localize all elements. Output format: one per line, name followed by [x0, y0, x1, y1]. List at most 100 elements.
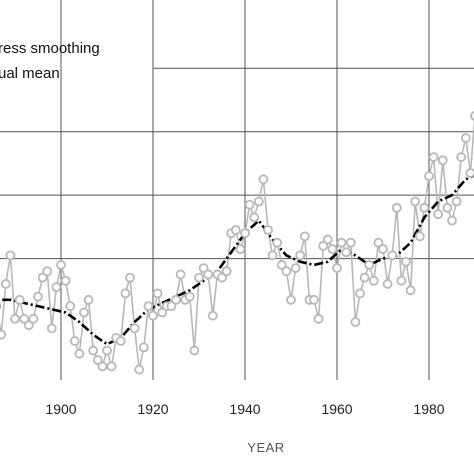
data-point — [5, 250, 16, 261]
data-point — [272, 237, 283, 248]
data-point — [207, 310, 218, 321]
x-tick-label-1940: 1940 — [229, 401, 260, 417]
data-point — [263, 225, 273, 235]
data-point — [451, 196, 462, 207]
legend-label-annual-mean: ual mean — [0, 65, 60, 82]
data-point — [290, 263, 301, 273]
data-point — [217, 272, 227, 283]
data-point — [33, 291, 43, 302]
data-point — [419, 202, 430, 213]
data-point — [345, 237, 356, 248]
data-point — [0, 329, 7, 340]
data-point — [253, 196, 264, 207]
data-point — [276, 260, 287, 270]
data-point — [148, 310, 158, 321]
data-point — [299, 231, 310, 242]
data-point — [286, 294, 296, 305]
data-point — [79, 307, 89, 318]
legend: ress smoothing ual mean — [0, 40, 100, 82]
data-point — [341, 247, 352, 258]
data-point — [129, 323, 140, 334]
data-point — [157, 307, 168, 318]
data-point — [405, 285, 416, 296]
data-point — [51, 282, 62, 293]
data-point — [258, 174, 269, 185]
data-point — [74, 348, 85, 359]
legend-label-smoothing: ress smoothing — [0, 40, 100, 57]
data-point — [23, 320, 34, 331]
data-point — [65, 301, 76, 312]
data-point — [249, 212, 260, 223]
data-point — [37, 272, 48, 283]
data-point — [83, 294, 94, 305]
data-point — [138, 342, 149, 353]
data-point — [295, 250, 306, 261]
data-point — [28, 313, 39, 324]
data-point — [189, 345, 200, 356]
data-point — [396, 275, 407, 286]
data-point — [134, 364, 145, 375]
data-point — [14, 294, 25, 305]
series-line-smoothing — [0, 174, 474, 346]
data-point — [19, 313, 30, 324]
data-point — [166, 301, 177, 312]
data-point — [42, 266, 53, 277]
data-point — [198, 263, 209, 273]
data-point — [322, 234, 333, 245]
data-point — [152, 288, 163, 299]
data-point — [106, 361, 117, 372]
data-point — [97, 361, 108, 372]
data-point — [460, 133, 471, 143]
data-point — [56, 260, 66, 270]
data-point — [414, 231, 425, 242]
data-point — [309, 294, 319, 305]
data-point — [125, 272, 135, 283]
data-point — [281, 266, 292, 277]
data-point — [437, 155, 448, 166]
data-point — [69, 336, 80, 346]
x-tick-label-1980: 1980 — [413, 401, 444, 417]
series-layer — [0, 111, 474, 375]
data-point — [318, 240, 329, 251]
data-point — [184, 291, 195, 302]
data-point — [401, 256, 411, 267]
data-point — [332, 263, 342, 273]
data-point — [364, 260, 375, 270]
data-point — [428, 152, 439, 162]
grid — [0, 0, 474, 380]
data-point — [313, 313, 324, 324]
data-point — [355, 288, 365, 299]
data-point — [10, 313, 20, 324]
data-point — [359, 272, 370, 283]
data-point — [0, 302, 2, 310]
data-point — [0, 279, 11, 289]
data-point — [120, 288, 131, 299]
x-axis-label: YEAR — [247, 440, 284, 455]
data-point — [465, 168, 474, 178]
data-point — [267, 250, 278, 261]
data-point — [143, 301, 154, 312]
data-point — [235, 244, 246, 254]
data-point — [470, 111, 474, 121]
data-point — [387, 250, 398, 261]
data-point — [368, 275, 379, 286]
data-point — [194, 272, 204, 283]
data-point — [171, 294, 181, 305]
x-tick-label-1900: 1900 — [45, 401, 76, 417]
series-line-annual-mean — [0, 118, 474, 370]
data-point — [102, 345, 112, 356]
data-point — [327, 244, 338, 254]
data-point — [60, 275, 71, 286]
data-point — [378, 244, 388, 254]
data-point — [350, 317, 361, 327]
data-point — [391, 202, 402, 213]
data-point — [175, 269, 186, 280]
x-tick-labels: 1900 1920 1940 1960 1980 — [45, 401, 444, 417]
x-tick-label-1920: 1920 — [137, 401, 168, 417]
data-point — [336, 237, 347, 248]
data-point — [410, 196, 421, 207]
data-point — [447, 215, 457, 226]
data-point — [244, 199, 255, 210]
data-point — [382, 279, 393, 289]
